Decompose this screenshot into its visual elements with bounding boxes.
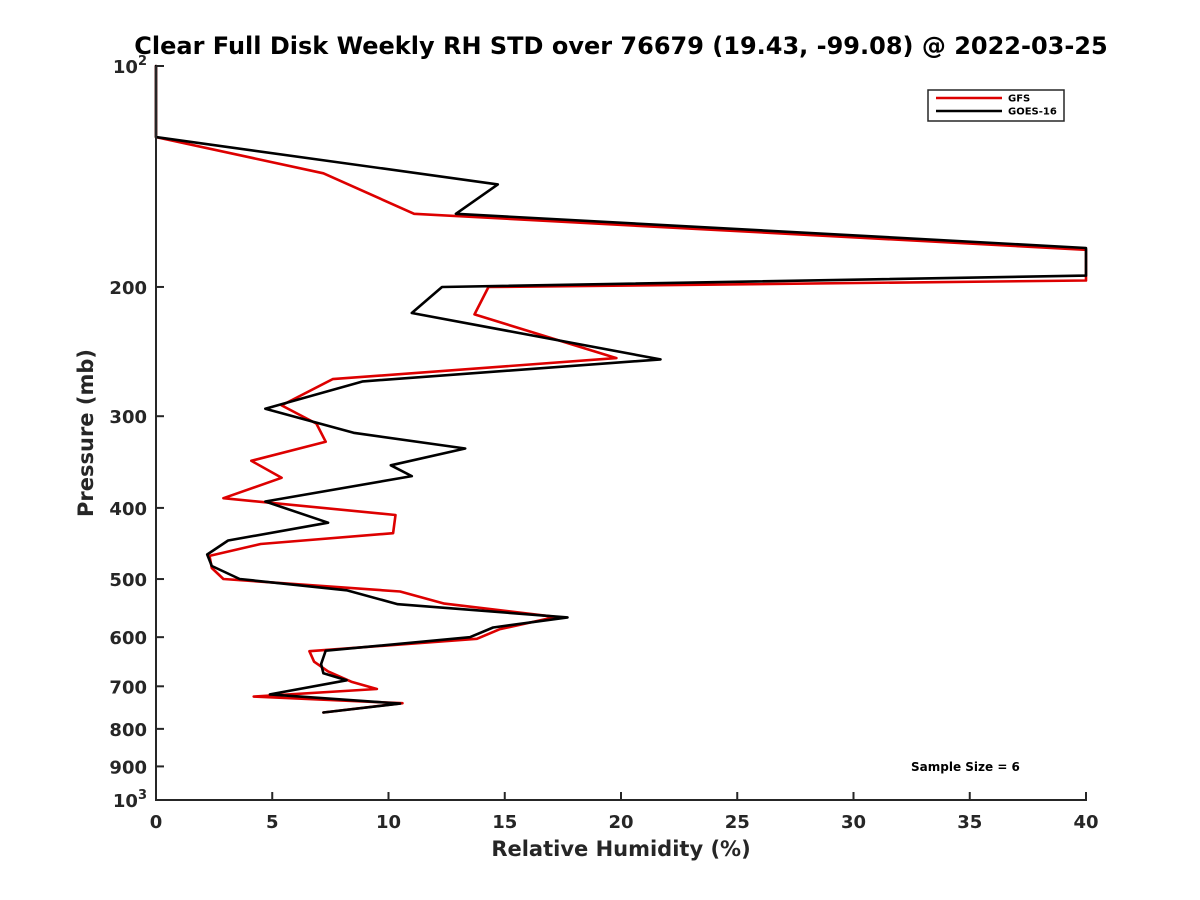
series-line-gfs — [154, 64, 1088, 714]
y-tick-label: 800 — [109, 720, 147, 741]
x-tick-label: 5 — [266, 812, 279, 833]
y-axis-label: Pressure (mb) — [74, 349, 98, 517]
y-tick-label: 102 — [113, 54, 147, 78]
x-tick-label: 35 — [957, 812, 982, 833]
y-tick-label: 103 — [113, 788, 147, 812]
y-tick-label: 200 — [109, 278, 147, 299]
y-tick-label: 500 — [109, 570, 147, 591]
x-tick-label: 20 — [608, 812, 633, 833]
x-tick-label: 25 — [725, 812, 750, 833]
sample-size-annotation: Sample Size = 6 — [911, 760, 1020, 774]
x-tick-label: 15 — [492, 812, 517, 833]
y-tick-label: 400 — [109, 499, 147, 520]
legend-box — [927, 89, 1065, 122]
x-tick-label: 0 — [150, 812, 163, 833]
chart-title: Clear Full Disk Weekly RH STD over 76679… — [134, 32, 1107, 60]
y-tick-label: 900 — [109, 757, 147, 778]
x-axis-label: Relative Humidity (%) — [491, 837, 750, 861]
y-axis-ticks: 102 200 300 400 500 600 700 800 900 103 — [109, 54, 164, 812]
legend-label-gfs: GFS — [1008, 94, 1030, 105]
x-tick-label: 10 — [376, 812, 401, 833]
x-tick-label: 30 — [841, 812, 866, 833]
legend-label-goes16: GOES-16 — [1008, 107, 1057, 118]
y-tick-label: 600 — [109, 628, 147, 649]
plot-area — [154, 64, 1088, 714]
y-tick-label: 700 — [109, 677, 147, 698]
x-axis-ticks: 0 5 10 15 20 25 30 35 40 — [150, 792, 1099, 833]
x-tick-label: 40 — [1073, 812, 1098, 833]
series-line-goes16 — [154, 64, 1088, 714]
legend: GFS GOES-16 — [927, 89, 1065, 122]
y-tick-label: 300 — [109, 407, 147, 428]
